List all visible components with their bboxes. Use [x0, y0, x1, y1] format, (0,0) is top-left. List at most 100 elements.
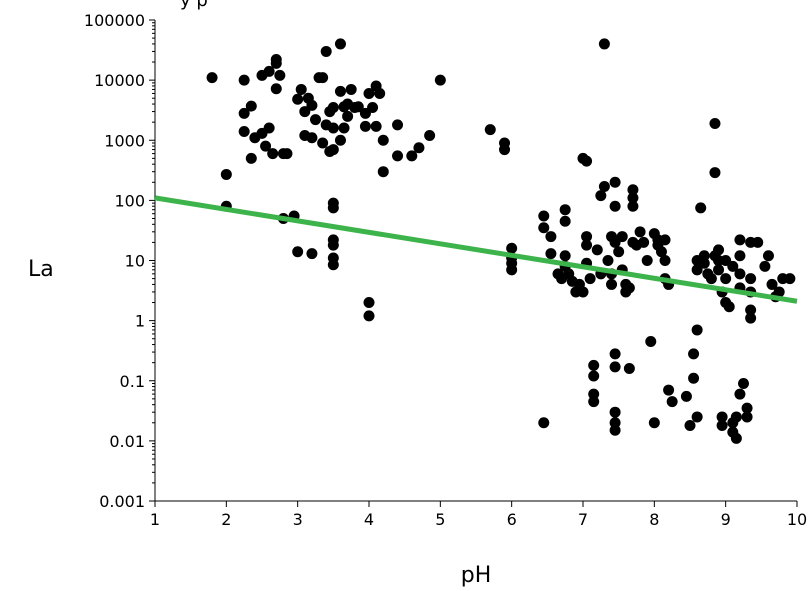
data-points [206, 38, 796, 444]
data-point [609, 348, 621, 360]
x-tick-label: 1 [150, 510, 160, 529]
y-tick-label: 0.001 [99, 492, 145, 511]
data-point [598, 181, 610, 193]
y-tick-label: 1 [135, 312, 145, 331]
data-point [745, 273, 757, 285]
data-point [591, 244, 603, 256]
data-point [734, 388, 746, 400]
data-point [245, 100, 257, 112]
data-point [745, 312, 757, 324]
y-axis-title: La [28, 257, 54, 282]
data-point [741, 411, 753, 423]
data-point [359, 120, 371, 132]
y-tick-label: 10 [125, 252, 145, 271]
data-point [327, 202, 339, 214]
data-point [406, 150, 418, 162]
y-tick-label: 0.01 [109, 432, 145, 451]
data-point [206, 72, 218, 84]
data-point [310, 114, 321, 126]
data-point [766, 278, 778, 290]
data-point [730, 411, 742, 423]
data-point [752, 236, 764, 248]
data-point [270, 54, 282, 66]
data-point [627, 184, 639, 196]
data-point [327, 102, 339, 114]
data-point [559, 215, 571, 227]
data-point [695, 202, 707, 214]
data-point [759, 260, 771, 272]
data-point [327, 122, 339, 134]
data-point [306, 248, 318, 260]
data-point [506, 264, 518, 276]
data-point [598, 38, 610, 50]
data-point [559, 204, 571, 216]
data-point [784, 273, 796, 285]
data-point [370, 120, 382, 132]
data-point [363, 297, 375, 309]
data-point [577, 286, 589, 298]
data-point [220, 168, 232, 180]
data-point [363, 87, 375, 99]
data-point [295, 83, 307, 95]
data-point [734, 268, 746, 280]
x-axis: 1 2 3 4 5 6 7 8 9 10 [150, 501, 807, 529]
data-point [738, 378, 749, 390]
y-tick-label: 100000 [84, 11, 145, 30]
data-point [734, 234, 746, 246]
y-tick-label: 0.1 [120, 372, 145, 391]
data-point [709, 167, 721, 179]
data-point [584, 273, 596, 285]
data-point [413, 142, 425, 154]
data-point [713, 244, 725, 256]
data-point [609, 200, 621, 212]
data-point [727, 260, 739, 272]
data-point [716, 411, 728, 423]
data-point [345, 83, 357, 95]
data-point [691, 324, 703, 336]
data-point [666, 396, 678, 408]
data-point [762, 250, 774, 262]
data-point [588, 359, 600, 371]
data-point [634, 226, 646, 238]
data-point [377, 166, 389, 178]
data-point [367, 102, 379, 114]
data-point [260, 140, 272, 152]
data-point [334, 38, 346, 50]
top-caption: y p [180, 0, 208, 11]
x-tick-label: 10 [787, 510, 807, 529]
data-point [238, 125, 250, 137]
x-tick-label: 9 [721, 510, 731, 529]
data-point [338, 122, 350, 134]
data-point [709, 117, 721, 129]
data-point [292, 93, 304, 105]
data-point [638, 236, 650, 248]
data-point [713, 264, 725, 276]
data-point [606, 278, 618, 290]
y-axis: 0.001 0.01 0.1 1 10 100 1000 10000 100000 [84, 11, 155, 511]
data-point [327, 259, 339, 271]
data-point [274, 69, 286, 81]
data-point [317, 137, 329, 149]
data-point [392, 150, 404, 162]
data-point [691, 411, 703, 423]
data-point [641, 255, 653, 266]
data-point [581, 231, 593, 243]
x-tick-label: 7 [578, 510, 588, 529]
data-point [648, 417, 660, 429]
data-point [723, 301, 735, 313]
data-point [363, 310, 375, 322]
data-point [538, 222, 550, 234]
data-point [602, 255, 614, 266]
data-point [688, 372, 700, 384]
data-point [292, 246, 304, 258]
x-tick-label: 3 [293, 510, 303, 529]
data-point [424, 129, 436, 141]
data-point [588, 370, 600, 382]
data-point [659, 255, 671, 266]
data-point [684, 420, 696, 432]
data-point [688, 348, 700, 360]
y-tick-label: 10000 [94, 71, 145, 90]
x-tick-label: 8 [649, 510, 659, 529]
data-point [559, 250, 571, 262]
data-point [734, 250, 746, 262]
